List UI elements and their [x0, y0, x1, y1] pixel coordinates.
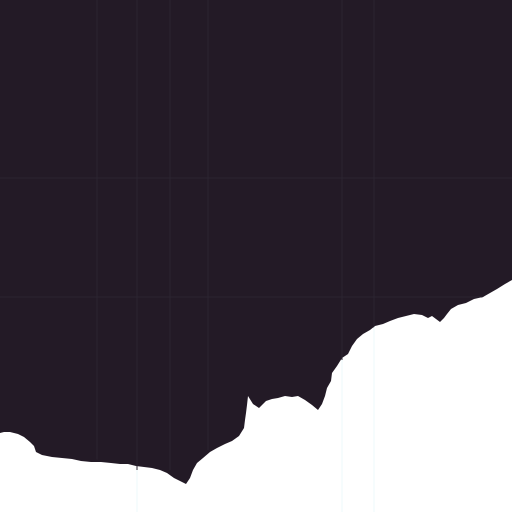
sea-area	[0, 0, 512, 484]
sea-grid	[0, 0, 512, 470]
